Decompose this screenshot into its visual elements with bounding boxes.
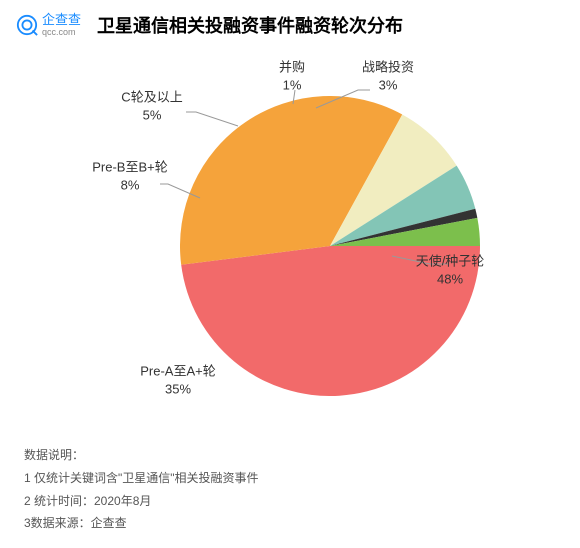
qcc-logo-icon xyxy=(16,14,38,36)
footer-heading: 数据说明： xyxy=(24,444,556,467)
slice-label: 天使/种子轮48% xyxy=(416,252,485,287)
slice-label: 战略投资3% xyxy=(362,58,414,93)
footer-notes: 数据说明： 1 仅统计关键词含"卫星通信"相关投融资事件 2 统计时间：2020… xyxy=(0,436,580,535)
slice-label: 并购1% xyxy=(279,58,305,93)
logo-text-block: 企查查 qcc.com xyxy=(42,13,81,37)
pie-wrap xyxy=(180,96,480,401)
logo-brand: 企查查 xyxy=(42,13,81,27)
pie-chart: 天使/种子轮48% Pre-A至A+轮35% Pre-B至B+轮8% C轮及以上5% 并… xyxy=(0,46,580,436)
slice-label: Pre-B至B+轮8% xyxy=(92,158,168,193)
slice-label: C轮及以上5% xyxy=(121,88,182,123)
slice-label: Pre-A至A+轮35% xyxy=(140,362,216,397)
logo: 企查查 qcc.com xyxy=(16,13,81,37)
chart-title: 卫星通信相关投融资事件融资轮次分布 xyxy=(97,12,403,38)
logo-domain: qcc.com xyxy=(42,27,81,37)
footer-line: 3数据来源：企查查 xyxy=(24,512,556,535)
header: 企查查 qcc.com 卫星通信相关投融资事件融资轮次分布 xyxy=(0,0,580,46)
pie-svg xyxy=(180,96,480,396)
footer-line: 1 仅统计关键词含"卫星通信"相关投融资事件 xyxy=(24,467,556,490)
footer-line: 2 统计时间：2020年8月 xyxy=(24,490,556,513)
